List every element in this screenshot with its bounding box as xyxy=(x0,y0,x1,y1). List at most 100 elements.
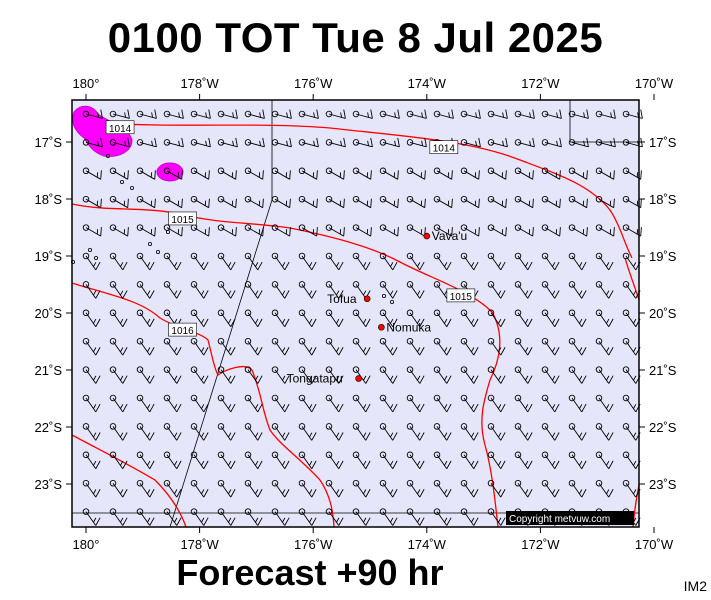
wind-barb xyxy=(244,508,263,526)
wind-barb xyxy=(460,451,479,469)
x-tick-label-top: 174˚W xyxy=(408,76,447,91)
copyright-box xyxy=(506,511,634,525)
wind-barb xyxy=(271,252,290,271)
wind-barb xyxy=(163,479,182,498)
wind-barb xyxy=(325,281,344,299)
isobar-label: 1014 xyxy=(429,140,459,155)
y-tick-label-right: 23˚S xyxy=(649,477,677,492)
wind-barb xyxy=(136,366,155,384)
isobar-line xyxy=(624,257,640,301)
wind-barb xyxy=(217,508,236,526)
wind-barb xyxy=(568,423,587,441)
wind-barb xyxy=(298,224,318,237)
wind-barb xyxy=(433,224,453,237)
wind-barb xyxy=(541,309,560,327)
wind-barb xyxy=(514,337,533,356)
wind-barb xyxy=(163,137,184,148)
wind-barb xyxy=(136,195,156,209)
wind-barb xyxy=(136,224,156,237)
wind-barb xyxy=(190,195,210,209)
wind-barb xyxy=(163,423,182,441)
x-tick-label-top: 176˚W xyxy=(294,76,333,91)
wind-barb xyxy=(136,394,155,413)
x-tick-label-top: 180° xyxy=(73,76,100,91)
wind-barb xyxy=(82,195,102,209)
wind-barb xyxy=(568,224,588,237)
wind-barb xyxy=(325,167,345,180)
wind-barb xyxy=(460,394,479,413)
island xyxy=(381,293,386,298)
wind-barb xyxy=(271,195,291,209)
x-tick-label-top: 170˚W xyxy=(635,76,674,91)
wind-barb xyxy=(379,224,399,237)
wind-barb xyxy=(325,224,345,237)
wind-barb xyxy=(244,423,263,441)
wind-barb xyxy=(244,281,263,299)
wind-barb xyxy=(298,366,317,384)
wind-barb xyxy=(406,423,425,441)
place-marker: Nomuka xyxy=(378,320,431,334)
y-tick-label-left: 23˚S xyxy=(35,477,63,492)
wind-barb xyxy=(163,252,182,271)
wind-barb xyxy=(460,309,479,327)
wind-barb xyxy=(325,366,344,384)
y-tick-label-right: 21˚S xyxy=(649,363,677,378)
wind-barb xyxy=(487,109,508,119)
wind-barb xyxy=(568,394,587,413)
wind-barb xyxy=(298,167,318,180)
wind-barb xyxy=(217,423,236,441)
wind-barb xyxy=(298,423,317,441)
wind-barb xyxy=(298,394,317,413)
wind-barb xyxy=(163,195,183,209)
wind-barb xyxy=(244,337,263,356)
wind-barb xyxy=(622,423,641,441)
wind-barb xyxy=(595,451,614,469)
wind-barb xyxy=(298,479,317,498)
wind-barb xyxy=(217,281,236,299)
x-tick-label-top: 172˚W xyxy=(521,76,560,91)
wind-barb xyxy=(190,252,209,271)
wind-barb xyxy=(244,167,264,180)
wind-barb xyxy=(379,252,398,271)
wind-barb xyxy=(298,281,317,299)
wind-barb xyxy=(406,309,425,327)
x-tick-label-bottom: 174˚W xyxy=(408,537,447,552)
wind-barb xyxy=(82,423,101,441)
wind-barb xyxy=(190,137,211,148)
wind-barb xyxy=(406,508,425,526)
wind-barb xyxy=(460,337,479,356)
wind-barb xyxy=(298,137,319,148)
wind-barb xyxy=(541,479,560,498)
wind-barb xyxy=(190,451,209,469)
wind-barb xyxy=(514,451,533,469)
wind-barb xyxy=(136,309,155,327)
island xyxy=(389,299,394,304)
wind-barb xyxy=(325,109,346,119)
wind-barb xyxy=(406,451,425,469)
wind-barb xyxy=(217,252,236,271)
wind-barb xyxy=(298,451,317,469)
isobar-label: 1015 xyxy=(168,211,197,226)
wind-barb xyxy=(82,508,101,526)
svg-text:1016: 1016 xyxy=(171,326,194,337)
wind-barb xyxy=(352,109,373,119)
wind-barb xyxy=(190,109,211,119)
wind-barb xyxy=(487,337,506,356)
wind-barb xyxy=(325,423,344,441)
place-label: Tofua xyxy=(327,292,357,306)
wind-barb xyxy=(406,366,425,384)
wind-barb xyxy=(190,366,209,384)
wind-barb xyxy=(622,394,641,413)
wind-barb xyxy=(244,309,263,327)
wind-barb xyxy=(325,394,344,413)
wind-barb xyxy=(460,252,479,271)
wind-barb xyxy=(136,137,157,148)
wind-barb xyxy=(190,337,209,356)
wind-barb xyxy=(271,109,292,119)
wind-barb xyxy=(352,394,371,413)
island xyxy=(147,241,152,246)
place-label: Vava'u xyxy=(432,229,467,243)
island xyxy=(155,249,160,254)
islands xyxy=(71,153,394,304)
